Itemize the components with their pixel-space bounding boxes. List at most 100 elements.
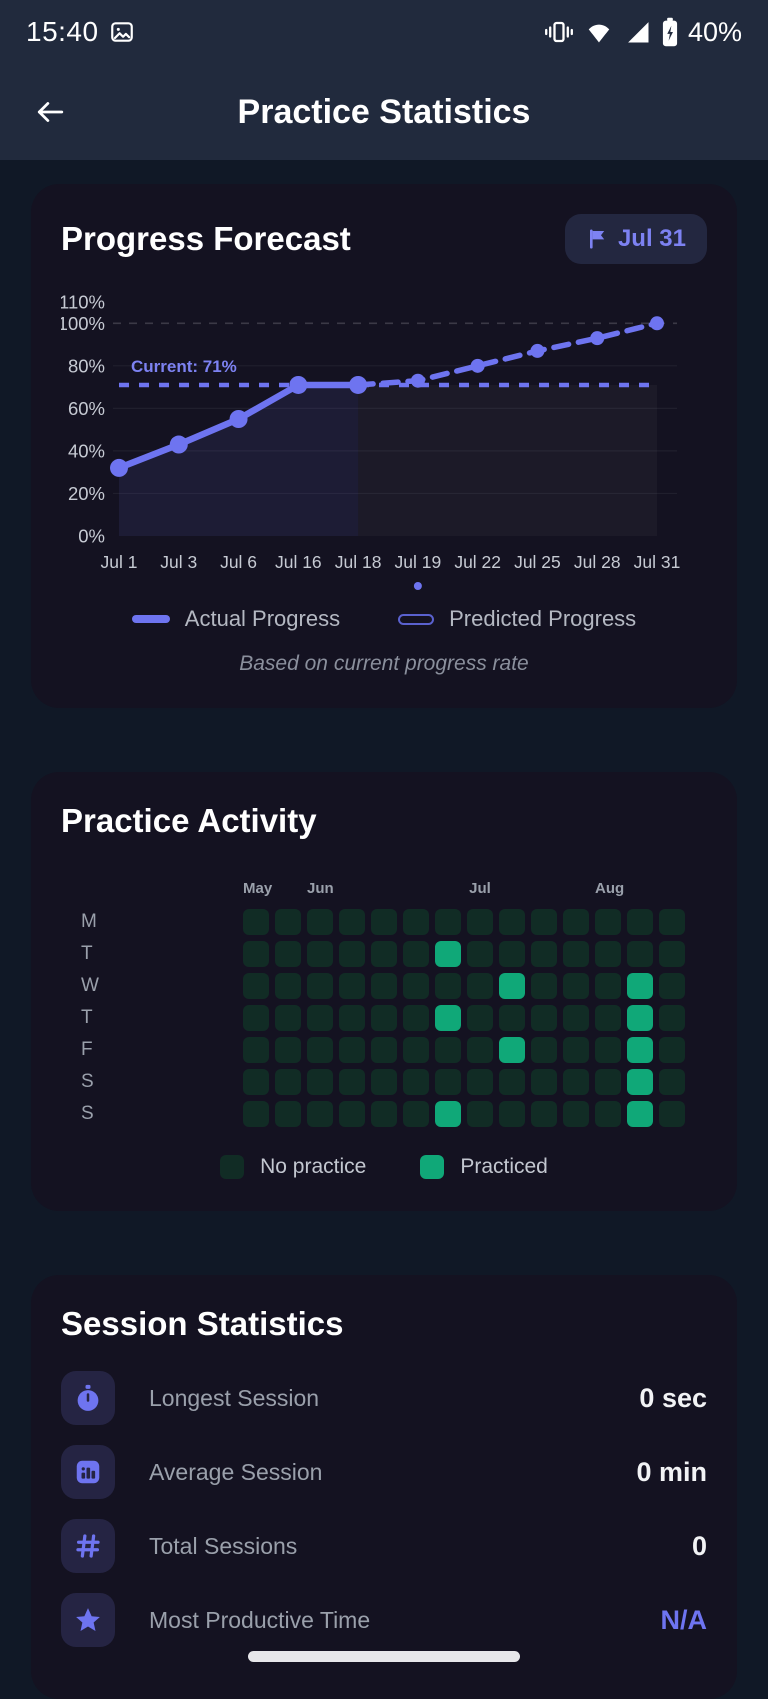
heatmap-cell <box>531 941 557 967</box>
svg-text:20%: 20% <box>68 483 105 504</box>
heatmap-cell <box>563 909 589 935</box>
practiced-label: Practiced <box>460 1155 548 1178</box>
page-title: Practice Statistics <box>237 92 531 131</box>
heatmap-cell <box>371 941 397 967</box>
practice-activity-card: Practice Activity May Jun Jul Aug M T W T F S S No… <box>31 772 737 1211</box>
heatmap-cell <box>307 973 333 999</box>
stats-card-title: Session Statistics <box>61 1305 344 1342</box>
gesture-bar[interactable] <box>248 1651 520 1662</box>
heatmap-cell <box>275 973 301 999</box>
svg-text:60%: 60% <box>68 398 105 419</box>
day-label: T <box>81 1007 93 1028</box>
heatmap-cell <box>531 1069 557 1095</box>
heatmap-cell <box>307 1069 333 1095</box>
heatmap-cell-practiced <box>435 941 461 967</box>
heatmap-cell <box>531 1101 557 1127</box>
heatmap-cell <box>467 1037 493 1063</box>
session-statistics-card: Session Statistics Longest Session 0 sec … <box>31 1275 737 1699</box>
heatmap-cell <box>627 909 653 935</box>
heatmap-cell <box>243 1037 269 1063</box>
heatmap-cell <box>595 941 621 967</box>
heatmap-cell <box>499 909 525 935</box>
month-label: May <box>243 880 273 897</box>
heatmap-cell <box>435 1069 461 1095</box>
heatmap-cell <box>435 1037 461 1063</box>
heatmap-cell <box>275 1101 301 1127</box>
heatmap-cell <box>339 941 365 967</box>
heatmap-cell <box>595 1101 621 1127</box>
heatmap-cell <box>563 1037 589 1063</box>
day-label: F <box>81 1039 93 1060</box>
vibrate-icon <box>544 18 574 46</box>
activity-card-title: Practice Activity <box>61 802 317 839</box>
heatmap-cell <box>339 909 365 935</box>
cellular-signal-icon <box>624 18 652 46</box>
heatmap-cell-practiced <box>627 1069 653 1095</box>
heatmap-cell <box>243 1069 269 1095</box>
back-button[interactable] <box>28 90 72 134</box>
svg-text:Jul 6: Jul 6 <box>220 552 257 572</box>
svg-text:Jul 25: Jul 25 <box>514 552 561 572</box>
stat-row-total-sessions: Total Sessions 0 <box>61 1519 707 1573</box>
heatmap-cell <box>243 941 269 967</box>
heatmap-row: T <box>61 941 707 967</box>
forecast-legend: Actual Progress Predicted Progress <box>61 606 707 632</box>
heatmap-cell <box>467 909 493 935</box>
svg-text:Jul 1: Jul 1 <box>101 552 138 572</box>
month-label: Jul <box>469 880 491 897</box>
heatmap-cell <box>563 973 589 999</box>
heatmap-cell-practiced <box>627 1101 653 1127</box>
heatmap-cell <box>339 1069 365 1095</box>
heatmap-cell <box>467 973 493 999</box>
stat-value: 0 <box>691 1530 707 1561</box>
heatmap-cell <box>595 1005 621 1031</box>
heatmap-row: S <box>61 1069 707 1095</box>
svg-text:Jul 3: Jul 3 <box>160 552 197 572</box>
heatmap-cell-practiced <box>627 1005 653 1031</box>
heatmap-cell <box>275 1037 301 1063</box>
heatmap-cell <box>627 941 653 967</box>
heatmap-cell-practiced <box>435 1005 461 1031</box>
hash-icon <box>61 1519 115 1573</box>
heatmap-cell <box>403 1037 429 1063</box>
no-practice-label: No practice <box>260 1155 367 1178</box>
heatmap-cell <box>243 1005 269 1031</box>
heatmap-cell <box>243 1101 269 1127</box>
heatmap-cell <box>339 1037 365 1063</box>
stat-row-average-session: Average Session 0 min <box>61 1445 707 1499</box>
actual-progress-label: Actual Progress <box>184 606 341 631</box>
heatmap-cell <box>659 1069 685 1095</box>
stat-label: Longest Session <box>149 1384 320 1411</box>
heatmap-cell <box>307 909 333 935</box>
svg-text:Jul 22: Jul 22 <box>454 552 501 572</box>
heatmap-cell <box>659 1101 685 1127</box>
heatmap-row: W <box>61 973 707 999</box>
heatmap-cell <box>467 1069 493 1095</box>
heatmap-cell <box>563 1101 589 1127</box>
heatmap-cell <box>371 973 397 999</box>
stat-label: Most Productive Time <box>149 1606 371 1633</box>
heatmap-legend: No practice Practiced <box>61 1155 707 1179</box>
heatmap-cell <box>371 1101 397 1127</box>
flag-icon <box>586 227 608 251</box>
heatmap-cell <box>307 1101 333 1127</box>
heatmap-row: M <box>61 909 707 935</box>
forecast-card-title: Progress Forecast <box>61 220 351 257</box>
svg-text:Jul 16: Jul 16 <box>275 552 322 572</box>
heatmap-cell-practiced <box>627 1037 653 1063</box>
heatmap-row: T <box>61 1005 707 1031</box>
svg-text:0%: 0% <box>78 526 105 547</box>
heatmap-cell <box>467 941 493 967</box>
heatmap-cell <box>339 1101 365 1127</box>
heatmap-cell <box>595 973 621 999</box>
heatmap-cell <box>563 1005 589 1031</box>
actual-progress-swatch <box>131 615 170 623</box>
svg-text:110%: 110% <box>61 292 105 313</box>
target-date-badge[interactable]: Jul 31 <box>564 214 707 264</box>
heatmap-cell <box>467 1101 493 1127</box>
heatmap-cell <box>499 1069 525 1095</box>
heatmap-cell-practiced <box>499 973 525 999</box>
status-time: 15:40 <box>26 16 99 47</box>
heatmap-month-labels: May Jun Jul Aug <box>61 880 707 897</box>
heatmap-cell <box>307 1037 333 1063</box>
